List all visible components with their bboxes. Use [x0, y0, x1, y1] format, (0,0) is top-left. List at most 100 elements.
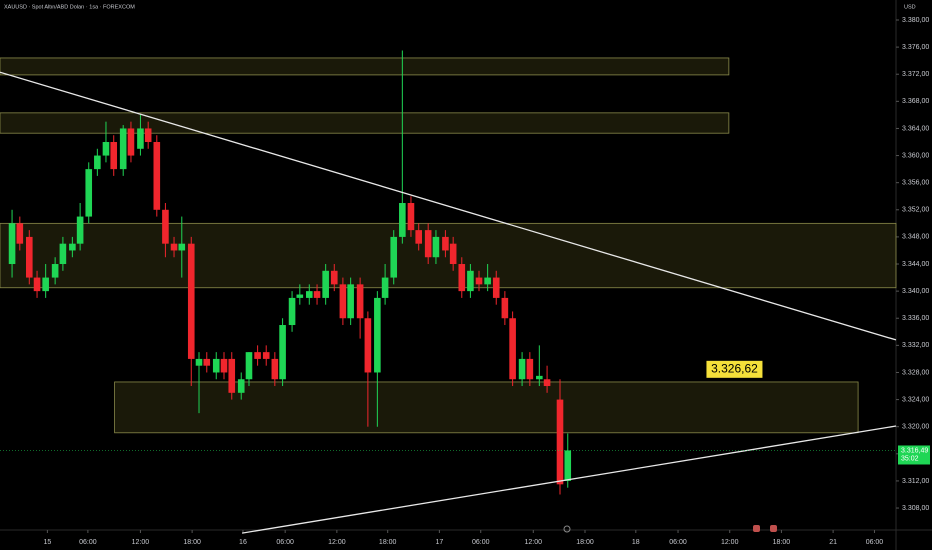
annotation-label: 3.326,62	[711, 361, 758, 375]
candle-body	[279, 325, 286, 380]
candle-body	[339, 284, 347, 319]
candle-body	[144, 128, 152, 143]
candle-body	[415, 230, 423, 244]
candle-body	[518, 358, 526, 380]
y-tick-label: 3.348,00	[902, 234, 929, 241]
candle-body	[381, 277, 389, 298]
x-tick-label: 18:00	[183, 539, 201, 546]
x-tick-label: 06:00	[472, 539, 490, 546]
countdown: 35:02	[901, 455, 919, 462]
candle-body	[526, 358, 534, 380]
candle-body	[458, 264, 466, 292]
candle-body	[492, 277, 500, 298]
candle-body	[245, 352, 253, 380]
x-tick-label: 12:00	[132, 539, 150, 546]
candle-body	[212, 358, 220, 373]
trendline	[0, 71, 897, 341]
annotation-box	[706, 360, 763, 378]
x-tick-label: 18:00	[576, 539, 594, 546]
candle-body	[153, 142, 161, 210]
x-tick-label: 06:00	[866, 539, 884, 546]
candle-body	[564, 450, 572, 481]
x-tick-label: 12:00	[721, 539, 739, 546]
x-tick-label: 06:00	[669, 539, 687, 546]
candle-body	[102, 142, 110, 156]
candle-body	[110, 142, 118, 170]
candle-body	[33, 277, 41, 292]
candle-body	[305, 291, 313, 298]
y-tick-label: 3.360,00	[902, 152, 929, 159]
candle-body	[467, 270, 474, 292]
candle-body	[42, 277, 49, 292]
candle-body	[262, 352, 270, 359]
x-tick-label: 12:00	[525, 539, 543, 546]
y-tick-label: 3.368,00	[902, 98, 929, 105]
candle-body	[69, 243, 76, 251]
candle-body	[399, 203, 406, 237]
candle-body	[356, 284, 364, 319]
x-tick-label: 18	[632, 539, 640, 546]
y-tick-label: 3.328,00	[902, 369, 929, 376]
chart-title: XAUUSD · Spot Altın/ABD Doları · 1sa · F…	[4, 4, 135, 10]
candle-body	[94, 155, 101, 170]
candle-body	[543, 379, 551, 387]
candle-body	[475, 277, 483, 285]
y-tick-label: 3.324,00	[902, 396, 929, 403]
x-tick-label: 21	[829, 539, 837, 546]
x-tick-label: 18:00	[379, 539, 397, 546]
candle-body	[228, 358, 236, 393]
zone	[0, 112, 730, 134]
candle-body	[347, 284, 354, 319]
event-icon[interactable]	[753, 525, 760, 532]
candle-body	[407, 203, 415, 231]
y-tick-label: 3.336,00	[902, 315, 929, 322]
candle-body	[127, 128, 135, 156]
candle-body	[313, 291, 321, 298]
candle-body	[322, 270, 329, 298]
candle-body	[162, 209, 169, 244]
candle-body	[220, 358, 228, 373]
candle-body	[288, 297, 296, 326]
y-tick-label: 3.380,00	[902, 17, 929, 24]
x-tick-label: 12:00	[328, 539, 346, 546]
last-price-box	[898, 445, 930, 465]
event-icon[interactable]	[770, 525, 777, 532]
candle-body	[330, 270, 338, 285]
y-tick-label: 3.320,00	[902, 424, 929, 431]
y-tick-label: 3.364,00	[902, 125, 929, 132]
zone	[114, 381, 859, 434]
candle-body	[195, 358, 203, 366]
candle-body	[424, 230, 432, 258]
candle-body	[170, 243, 178, 251]
y-tick-label: 3.376,00	[902, 44, 929, 51]
candle-body	[501, 297, 509, 319]
zone	[0, 57, 730, 76]
x-tick-label: 06:00	[276, 539, 294, 546]
x-tick-label: 17	[435, 539, 443, 546]
candle-body	[509, 318, 516, 380]
candle-body	[254, 352, 261, 359]
candle-body	[137, 128, 144, 149]
y-tick-label: 3.344,00	[902, 261, 929, 268]
event-icon[interactable]	[563, 525, 571, 533]
candle-body	[203, 358, 211, 366]
y-tick-label: 3.372,00	[902, 71, 929, 78]
candle-body	[449, 243, 457, 265]
x-tick-label: 18:00	[773, 539, 791, 546]
y-tick-label: 3.312,00	[902, 478, 929, 485]
candle-body	[432, 236, 440, 258]
y-tick-label: 3.308,00	[902, 505, 929, 512]
candle-body	[8, 223, 16, 265]
candle-body	[187, 243, 195, 359]
x-tick-label: 16	[239, 539, 247, 546]
candle-body	[556, 399, 564, 485]
candle-body	[484, 277, 491, 285]
y-tick-label: 3.352,00	[902, 207, 929, 214]
candle-body	[16, 223, 24, 244]
x-tick-label: 06:00	[79, 539, 97, 546]
candle-body	[25, 236, 33, 278]
last-price-label: 3.316,49	[901, 447, 928, 454]
candle-body	[59, 243, 67, 265]
zone	[0, 222, 897, 289]
